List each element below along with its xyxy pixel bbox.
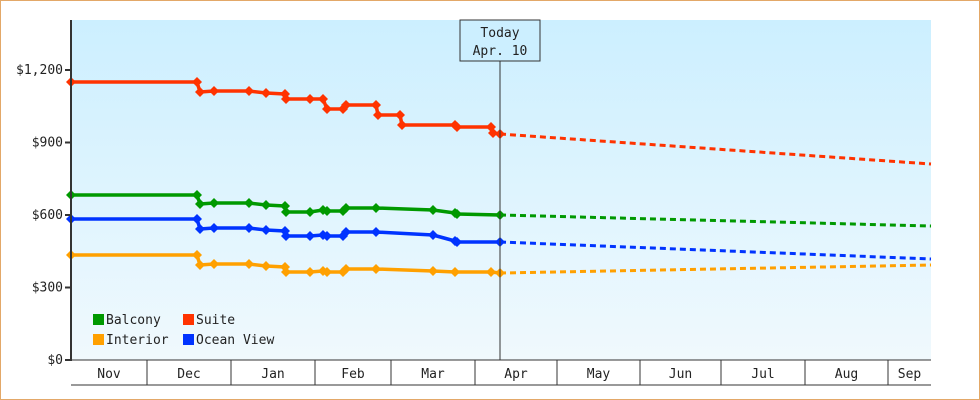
x-month-label: Aug	[835, 367, 858, 382]
data-point-marker[interactable]	[341, 100, 351, 110]
series-balcony	[66, 190, 932, 228]
x-month-label: Mar	[421, 367, 445, 382]
today-label: Today	[480, 26, 519, 41]
data-point-marker[interactable]	[305, 231, 315, 241]
data-point-marker[interactable]	[371, 264, 381, 274]
data-point-marker[interactable]	[244, 223, 254, 233]
data-point-marker[interactable]	[209, 86, 219, 96]
data-point-marker[interactable]	[209, 198, 219, 208]
data-point-marker[interactable]	[397, 120, 407, 130]
data-point-marker[interactable]	[318, 94, 328, 104]
data-point-marker[interactable]	[244, 198, 254, 208]
today-annotation-box	[459, 19, 541, 62]
data-point-marker[interactable]	[371, 203, 381, 213]
data-point-marker[interactable]	[322, 231, 332, 241]
y-tick-label: $0	[47, 353, 63, 368]
data-point-marker[interactable]	[261, 88, 271, 98]
y-axis-ticks: $0 $300 $600 $900 $1,200	[16, 63, 71, 368]
data-point-marker[interactable]	[192, 250, 202, 260]
data-point-marker[interactable]	[195, 199, 205, 209]
data-point-marker[interactable]	[244, 259, 254, 269]
x-month-label: Nov	[97, 367, 121, 382]
data-point-marker[interactable]	[428, 230, 438, 240]
x-month-label: Feb	[341, 367, 365, 382]
data-point-marker[interactable]	[281, 231, 291, 241]
data-point-marker[interactable]	[341, 227, 351, 237]
data-point-marker[interactable]	[395, 110, 405, 120]
x-month-label: Dec	[177, 367, 200, 382]
legend-swatch	[183, 314, 194, 325]
legend-swatch	[93, 334, 104, 345]
data-point-marker[interactable]	[305, 267, 315, 277]
today-date: Apr. 10	[473, 44, 528, 59]
data-point-marker[interactable]	[450, 267, 460, 277]
data-point-marker[interactable]	[428, 266, 438, 276]
legend-label: Balcony	[106, 313, 161, 328]
data-point-marker[interactable]	[192, 190, 202, 200]
series-suite	[66, 77, 932, 166]
x-month-label: May	[587, 367, 611, 382]
data-point-marker[interactable]	[373, 110, 383, 120]
data-point-marker[interactable]	[341, 203, 351, 213]
data-point-marker[interactable]	[192, 214, 202, 224]
x-month-label: Apr	[504, 367, 528, 382]
data-point-marker[interactable]	[488, 128, 498, 138]
data-point-marker[interactable]	[322, 104, 332, 114]
data-point-marker[interactable]	[322, 267, 332, 277]
data-point-marker[interactable]	[195, 87, 205, 97]
data-point-marker[interactable]	[371, 100, 381, 110]
data-point-marker[interactable]	[452, 209, 462, 219]
legend-label: Interior	[106, 333, 169, 348]
legend-swatch	[93, 314, 104, 325]
legend: Balcony Suite Interior Ocean View	[93, 313, 274, 348]
legend-label: Suite	[196, 313, 235, 328]
series-interior	[66, 250, 932, 278]
data-point-marker[interactable]	[281, 207, 291, 217]
legend-item-suite[interactable]: Suite	[183, 313, 235, 328]
legend-item-ocean-view[interactable]: Ocean View	[183, 333, 274, 348]
data-point-marker[interactable]	[281, 267, 291, 277]
data-point-marker[interactable]	[195, 224, 205, 234]
y-tick-label: $600	[32, 208, 63, 223]
data-point-marker[interactable]	[209, 259, 219, 269]
data-point-marker[interactable]	[452, 122, 462, 132]
data-point-marker[interactable]	[261, 225, 271, 235]
x-month-label: Jul	[751, 367, 774, 382]
data-point-marker[interactable]	[341, 264, 351, 274]
data-point-marker[interactable]	[428, 205, 438, 215]
series-layer	[66, 77, 932, 278]
data-point-marker[interactable]	[195, 260, 205, 270]
y-tick-label: $900	[32, 136, 63, 151]
legend-label: Ocean View	[196, 333, 274, 348]
legend-item-balcony[interactable]: Balcony	[93, 313, 161, 328]
x-axis: Nov Dec Jan Feb Mar Apr May Jun Jul Aug Sep	[71, 359, 931, 386]
data-point-marker[interactable]	[322, 206, 332, 216]
data-point-marker[interactable]	[244, 86, 254, 96]
x-month-label: Jun	[669, 367, 692, 382]
data-point-marker[interactable]	[371, 227, 381, 237]
data-point-marker[interactable]	[192, 77, 202, 87]
series-ocean-view	[66, 214, 932, 261]
data-point-marker[interactable]	[261, 200, 271, 210]
legend-swatch	[183, 334, 194, 345]
data-point-marker[interactable]	[209, 223, 219, 233]
data-point-marker[interactable]	[452, 237, 462, 247]
y-tick-label: $1,200	[16, 63, 63, 78]
plot-area	[71, 20, 931, 360]
y-tick-label: $300	[32, 281, 63, 296]
data-point-marker[interactable]	[261, 261, 271, 271]
data-point-marker[interactable]	[281, 94, 291, 104]
legend-item-interior[interactable]: Interior	[93, 333, 169, 348]
data-point-marker[interactable]	[486, 267, 496, 277]
data-point-marker[interactable]	[305, 94, 315, 104]
x-month-label: Sep	[898, 367, 922, 382]
x-month-label: Jan	[261, 367, 284, 382]
data-point-marker[interactable]	[305, 207, 315, 217]
